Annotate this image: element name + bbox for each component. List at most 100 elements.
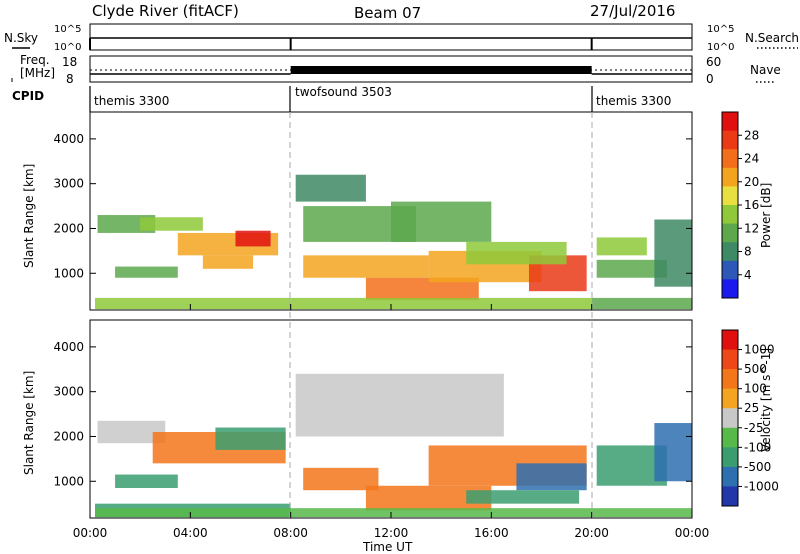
- power-y-axis-label: Slant Range [km]: [22, 164, 36, 268]
- x-tick-label-6: 00:00: [675, 526, 710, 540]
- power-cbar-tick-label-3: 16: [744, 198, 759, 212]
- velocity-ytick-label-1: 2000: [53, 429, 84, 443]
- power-patch-19: [591, 297, 692, 310]
- nave-trace: [90, 66, 692, 75]
- x-tick-label-5: 20:00: [574, 526, 609, 540]
- power-cbar-tick-label-2: 20: [744, 175, 759, 189]
- velocity-patch-5: [295, 373, 504, 437]
- nave-tick-top: 60: [706, 55, 721, 69]
- velocity-y-ticks: 1000 2000 3000 4000: [53, 340, 692, 488]
- vel-cbar-tick-label-2: 100: [744, 382, 767, 396]
- nave-tick-bottom: 0: [706, 72, 714, 86]
- vel-cbar-swatch-2: [722, 369, 738, 390]
- power-patch-16: [596, 237, 647, 256]
- vel-cbar-tick-label-6: -500: [744, 460, 771, 474]
- nsky-trace: [89, 37, 692, 50]
- vel-cbar-swatch-6: [722, 447, 738, 468]
- power-patch-9: [391, 201, 492, 242]
- freq-label-line1: Freq.: [20, 53, 50, 67]
- freq-tick-bottom: 8: [66, 72, 74, 86]
- power-colorbar: 28 24 20 16 12 8 4: [721, 111, 759, 299]
- power-patch-1: [140, 217, 203, 231]
- vel-cbar-tick-label-1: 500: [744, 362, 767, 376]
- power-patch-10: [303, 255, 429, 278]
- power-cbar-swatch-3: [722, 167, 738, 187]
- power-patch-7: [295, 174, 366, 202]
- velocity-heatmap: [95, 373, 693, 518]
- x-tick-label-1: 04:00: [173, 526, 208, 540]
- nave-block: [290, 66, 592, 74]
- nsearch-tick-top: 10^5: [707, 24, 734, 35]
- power-cbar-swatch-7: [722, 242, 738, 262]
- velocity-colorbar-label: Velocity [m s^-1]: [759, 348, 773, 452]
- vel-cbar-swatch-8: [722, 486, 738, 507]
- power-cbar-swatch-2: [722, 149, 738, 169]
- power-cbar-tick-label-1: 24: [744, 152, 759, 166]
- nsky-tick-top: 10^5: [54, 24, 81, 35]
- nsearch-tick-bottom: 10^0: [707, 42, 734, 53]
- freq-panel-frame: [89, 55, 693, 83]
- power-patch-6: [95, 297, 291, 310]
- vel-cbar-swatch-4: [722, 408, 738, 429]
- power-patch-17: [596, 259, 667, 278]
- vel-cbar-tick-label-5: -100: [744, 440, 771, 454]
- power-cbar-swatch-4: [722, 186, 738, 206]
- station-title: Clyde River (fitACF): [92, 2, 239, 20]
- power-patch-14: [466, 241, 567, 265]
- power-patch-18: [654, 219, 692, 287]
- nsky-panel-frame: [89, 23, 693, 51]
- velocity-patch-12: [654, 423, 692, 482]
- power-cbar-swatch-1: [722, 130, 738, 150]
- x-tick-label-3: 12:00: [374, 526, 409, 540]
- power-ytick-label-2: 3000: [53, 177, 84, 191]
- cpid-label: CPID: [12, 89, 44, 103]
- vel-cbar-swatch-0: [722, 330, 738, 351]
- power-ytick-label-1: 2000: [53, 221, 84, 235]
- velocity-patch-2: [215, 427, 286, 450]
- date-label: 27/Jul/2016: [590, 2, 675, 20]
- nsky-label: N.Sky: [4, 31, 38, 45]
- vel-cbar-frame: [721, 329, 739, 507]
- power-cbar-swatch-0: [722, 112, 738, 132]
- power-ytick-label-0: 1000: [53, 266, 84, 280]
- velocity-patch-13: [95, 508, 693, 518]
- freq-label-line2: [MHz]: [20, 66, 55, 80]
- velocity-patch-9: [516, 463, 587, 491]
- power-patch-15: [290, 297, 592, 310]
- velocity-patch-3: [115, 474, 178, 488]
- power-patch-11: [365, 277, 479, 301]
- power-cbar-swatch-5: [722, 205, 738, 225]
- velocity-patch-10: [466, 490, 580, 504]
- power-cbar-tick-label-5: 8: [744, 245, 752, 259]
- x-axis-label: Time UT: [362, 540, 413, 554]
- velocity-ytick-label-0: 1000: [53, 474, 84, 488]
- power-cbar-tick-label-6: 4: [744, 268, 752, 282]
- power-cbar-swatch-8: [722, 260, 738, 280]
- power-cbar-tick-label-4: 12: [744, 221, 759, 235]
- x-tick-label-4: 16:00: [474, 526, 509, 540]
- power-colorbar-label: Power [dB]: [759, 183, 773, 248]
- power-patch-5: [115, 266, 178, 278]
- cpid-segment-3: themis 3300: [596, 94, 671, 108]
- cpid-segment-1: themis 3300: [94, 94, 169, 108]
- vel-cbar-tick-label-4: -25: [744, 421, 764, 435]
- freq-tick-top: 18: [62, 55, 77, 69]
- vel-cbar-swatch-1: [722, 349, 738, 370]
- nave-label: Nave: [750, 63, 781, 77]
- power-cbar-tick-label-0: 28: [744, 128, 759, 142]
- velocity-colorbar: 1000 500 100 25 -25 -100 -500 -1000: [721, 329, 779, 507]
- velocity-ytick-label-3: 4000: [53, 340, 84, 354]
- velocity-patch-0: [97, 420, 166, 444]
- power-ytick-label-3: 4000: [53, 132, 84, 146]
- power-cbar-swatch-6: [722, 223, 738, 243]
- vel-cbar-tick-label-7: -1000: [744, 479, 779, 493]
- vel-cbar-swatch-7: [722, 466, 738, 487]
- velocity-patch-6: [303, 467, 379, 491]
- cpid-segment-2: twofsound 3503: [295, 85, 392, 99]
- x-axis-ticks: 00:00 04:00 08:00 12:00 16:00 20:00 00:00: [73, 304, 710, 540]
- power-heatmap: [95, 174, 692, 310]
- nsky-tick-bottom: 10^0: [54, 42, 81, 53]
- vel-cbar-swatch-3: [722, 388, 738, 409]
